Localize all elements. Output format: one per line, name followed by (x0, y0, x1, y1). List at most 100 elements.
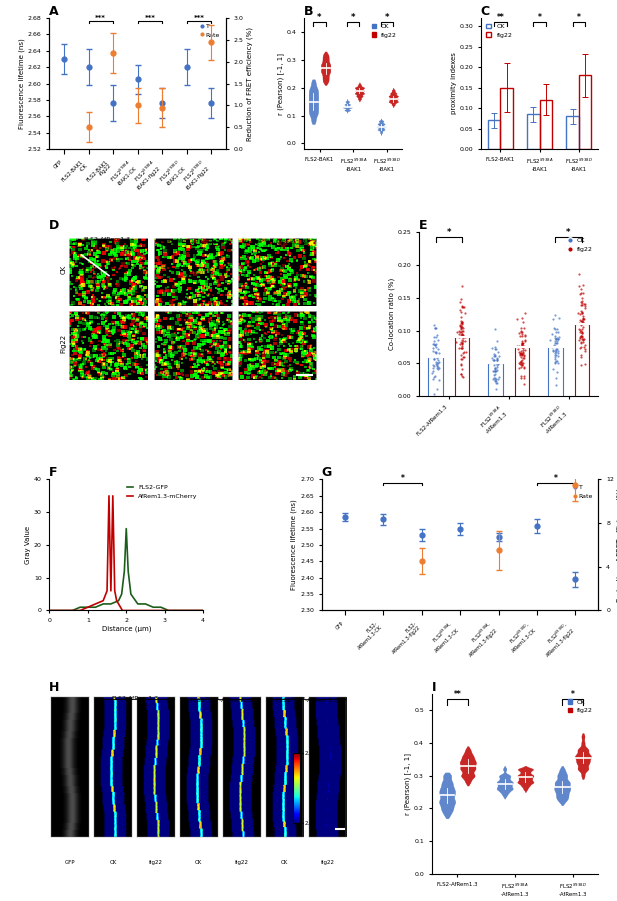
Point (553, 332, 563, 346)
Point (457, 339, 467, 353)
Text: *: * (447, 228, 451, 237)
Point (574, 341, 584, 355)
Point (491, 361, 500, 376)
Point (547, 326, 557, 341)
Point (458, 350, 468, 364)
Point (575, 330, 585, 344)
Point (551, 335, 561, 350)
Point (493, 357, 503, 371)
Point (578, 315, 588, 330)
Point (545, 332, 555, 347)
Point (518, 342, 528, 357)
Text: FLS2$^{S938D}$-AfRem1.3: FLS2$^{S938D}$-AfRem1.3 (275, 696, 339, 705)
Point (515, 326, 524, 341)
Point (433, 342, 442, 357)
Point (518, 336, 528, 350)
Point (516, 343, 526, 358)
Point (430, 320, 440, 334)
Point (491, 360, 500, 375)
Point (576, 350, 586, 364)
Point (519, 351, 529, 366)
Point (494, 349, 503, 363)
Point (433, 350, 442, 364)
Point (492, 355, 502, 369)
Point (550, 307, 560, 322)
Point (550, 350, 560, 365)
AfRem1.3-mCherry (61, 605, 68, 616)
AfRem1.3-mCherry (106, 490, 113, 501)
Point (577, 330, 587, 344)
Point (516, 357, 526, 371)
Point (431, 337, 441, 351)
Text: F: F (49, 467, 58, 479)
Point (456, 310, 466, 324)
Text: A: A (49, 5, 59, 18)
Point (516, 354, 526, 369)
Point (491, 360, 500, 375)
Point (517, 347, 527, 361)
Point (432, 381, 442, 396)
AfRem1.3-mCherry (123, 605, 130, 616)
Point (457, 328, 467, 342)
Point (457, 320, 466, 334)
Point (520, 321, 529, 335)
Point (548, 343, 558, 358)
AfRem1.3-mCherry (146, 605, 153, 616)
Point (516, 370, 526, 385)
Point (433, 360, 442, 375)
Point (553, 356, 563, 370)
Point (429, 351, 439, 366)
Point (578, 334, 588, 349)
Point (579, 332, 589, 346)
Y-axis label: Gray Value: Gray Value (25, 526, 31, 564)
Point (551, 378, 561, 392)
Point (457, 361, 467, 376)
Point (549, 321, 559, 335)
Point (492, 356, 502, 370)
Point (516, 369, 526, 383)
Point (455, 319, 465, 333)
Point (517, 358, 527, 372)
FLS2-GFP (99, 598, 107, 609)
AfRem1.3-mCherry (115, 598, 122, 609)
Point (578, 325, 587, 340)
Point (516, 323, 526, 338)
Point (576, 340, 586, 354)
AfRem1.3-mCherry (154, 605, 161, 616)
Point (550, 370, 560, 385)
Bar (540, 100, 552, 149)
AfRem1.3-mCherry (92, 598, 99, 609)
AfRem1.3-mCherry (77, 605, 84, 616)
Point (515, 345, 524, 359)
Point (516, 354, 526, 369)
Text: CK: CK (195, 860, 202, 865)
Point (518, 314, 528, 329)
Point (492, 341, 502, 356)
Point (550, 355, 560, 369)
Text: *: * (385, 13, 389, 22)
AfRem1.3-mCherry (130, 605, 138, 616)
Point (433, 362, 442, 377)
Point (519, 371, 529, 386)
Point (492, 353, 502, 368)
Point (520, 349, 529, 363)
Point (579, 340, 589, 354)
Point (518, 346, 528, 360)
Point (458, 350, 468, 364)
Point (490, 367, 500, 381)
Text: FLS2$^{S938D}$-AfRem1.3: FLS2$^{S938D}$-AfRem1.3 (244, 237, 308, 247)
AfRem1.3-mCherry (199, 605, 207, 616)
Point (574, 278, 584, 293)
AfRem1.3-mCherry (107, 586, 115, 596)
Point (578, 305, 587, 320)
Point (576, 359, 586, 373)
Text: H: H (49, 681, 60, 694)
FLS2-GFP (92, 602, 99, 613)
Bar (527, 114, 540, 149)
AfRem1.3-mCherry (138, 605, 146, 616)
Point (575, 323, 585, 337)
Point (430, 369, 440, 383)
Point (520, 328, 529, 342)
Point (580, 338, 590, 352)
Text: ***: *** (194, 15, 204, 22)
